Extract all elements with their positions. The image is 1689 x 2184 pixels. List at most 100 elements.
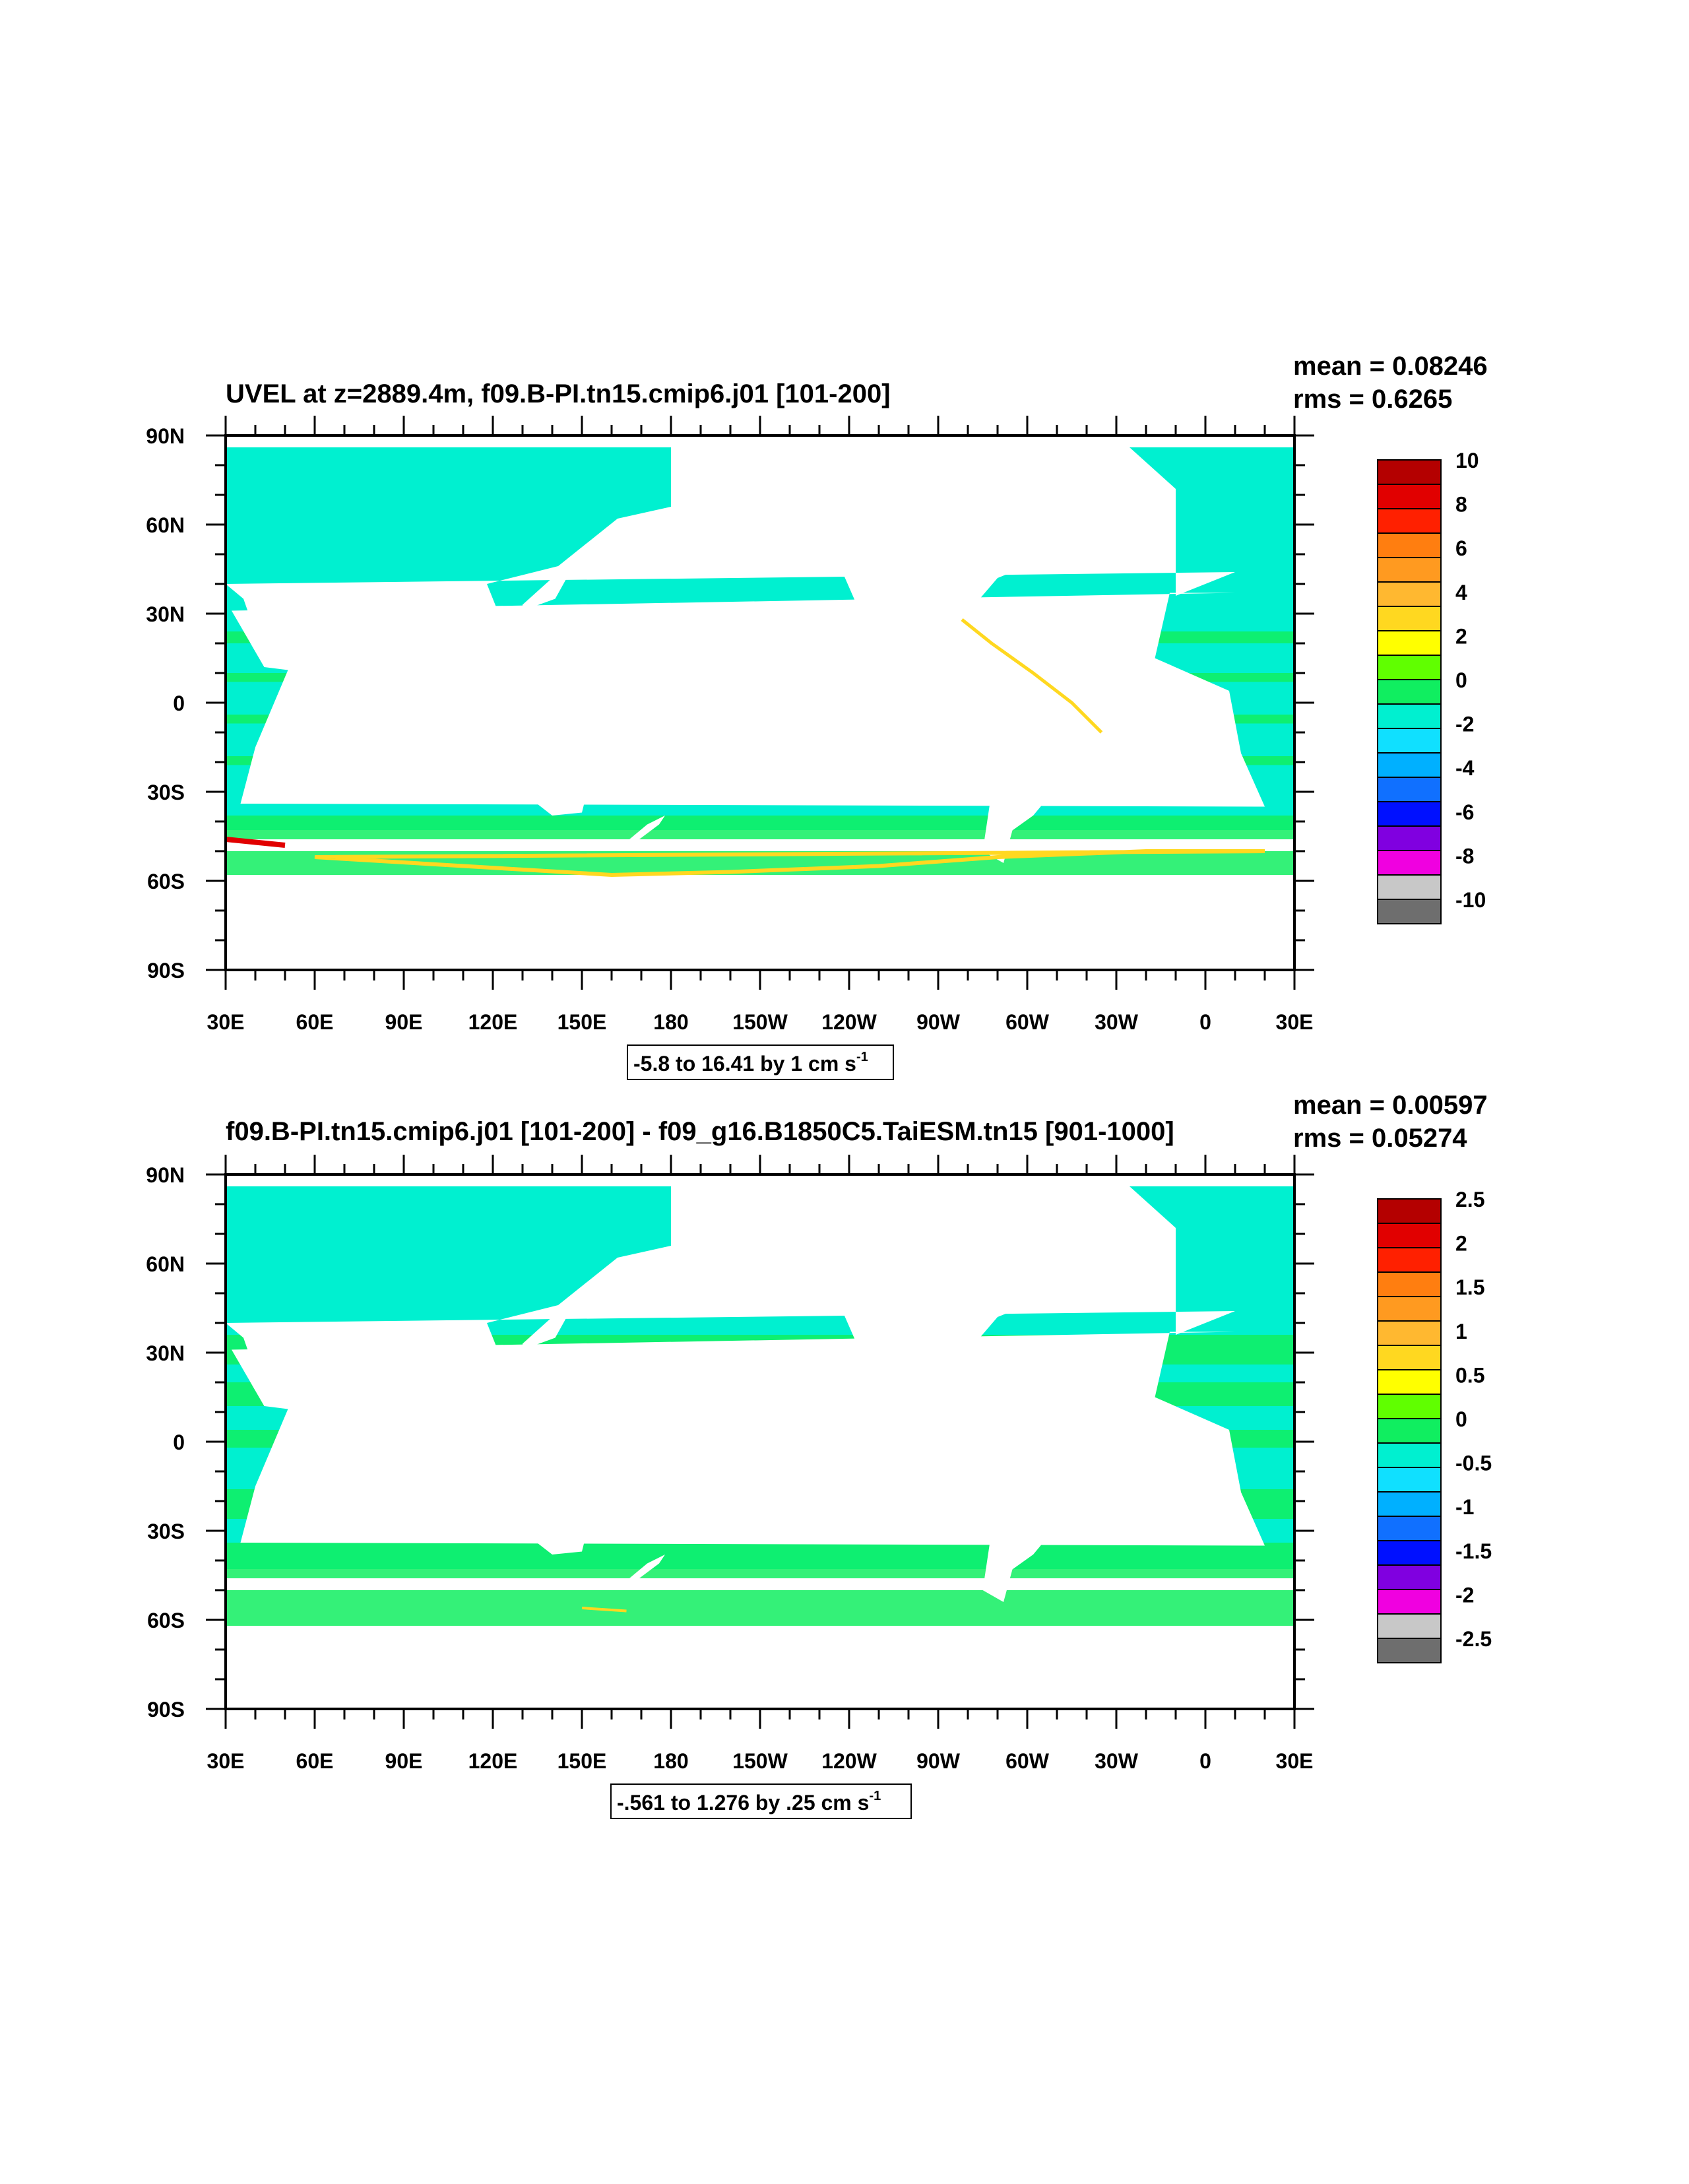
lat-label: 90S (147, 1698, 185, 1721)
land-mask (226, 1174, 1265, 1709)
landmass (965, 667, 1102, 863)
contour-info: -.561 to 1.276 by .25 cm s-1 (617, 1789, 881, 1815)
colorbar-swatch (1377, 874, 1442, 900)
lon-label: 30E (1276, 1749, 1314, 1773)
lon-label: 0 (1199, 1010, 1211, 1034)
panel-uvel: UVEL at z=2889.4m, f09.B-PI.tn15.cmip6.j… (146, 352, 1488, 1080)
colorbar-swatch (1377, 1345, 1442, 1370)
deep-western-boundary-current (961, 618, 1103, 734)
colorbar-swatch (1377, 459, 1442, 485)
latitude-labels: 90N 60N 30N 0 30S 60S 90S (146, 424, 185, 982)
lon-label: 30W (1095, 1749, 1139, 1773)
colorbar-swatch (1377, 1564, 1442, 1590)
lat-label: 0 (173, 691, 185, 715)
longitude-labels: 30E 60E 90E 120E 150E 180 150W 120W 90W 60W 30W 0 30… (207, 1749, 1314, 1773)
lon-label: 30E (207, 1010, 245, 1034)
colorbar-swatch (1377, 1271, 1442, 1297)
lon-label: 30E (1276, 1010, 1314, 1034)
colorbar-swatch (1377, 655, 1442, 680)
lat-label: 30S (147, 781, 185, 804)
landmass (523, 1311, 570, 1350)
colorbar-swatch (1377, 899, 1442, 924)
colorbar-label: -2 (1455, 1583, 1474, 1607)
colorbar-label: 1.5 (1455, 1275, 1484, 1299)
lon-label: 60E (296, 1749, 334, 1773)
flow-band (226, 1590, 1294, 1626)
rms-stat: rms = 0.6265 (1293, 385, 1452, 414)
lat-label: 60S (147, 1609, 185, 1632)
flow-band (226, 1543, 1294, 1578)
landmass (707, 453, 1146, 679)
mean-stat: mean = 0.00597 (1293, 1091, 1488, 1120)
landmass (965, 1406, 1102, 1602)
colorbar-swatch (1377, 801, 1442, 827)
lon-label: 90W (916, 1749, 961, 1773)
landmass (315, 893, 1205, 970)
colorbar-label: -2.5 (1455, 1627, 1492, 1651)
colorbar-swatch (1377, 532, 1442, 558)
lat-label: 30N (146, 602, 185, 626)
landmass (267, 747, 285, 777)
colorbar-label: 4 (1455, 581, 1467, 604)
landmass (472, 1471, 591, 1555)
colorbar-swatch (1377, 1247, 1442, 1273)
colorbar-swatch (1377, 1467, 1442, 1493)
longitude-labels: 30E 60E 90E 120E 150E 180 150W 120W 90W 60W 30W 0 30… (207, 1010, 1314, 1034)
colorbar-swatch (1377, 825, 1442, 851)
landmass (315, 1632, 1205, 1709)
colorbar-swatch (1377, 1516, 1442, 1541)
contour-info-box: -5.8 to 16.41 by 1 cm s-1 (627, 1044, 894, 1080)
colorbar-swatch (1377, 1613, 1442, 1639)
latitude-labels: 90N 60N 30N 0 30S 60S 90S (146, 1163, 185, 1721)
colorbar-swatch (1377, 606, 1442, 631)
lon-label: 120E (468, 1749, 518, 1773)
lon-label: 150E (558, 1749, 607, 1773)
flow-band (226, 816, 1294, 839)
lon-label: 120W (821, 1749, 877, 1773)
colorbar-swatch (1377, 752, 1442, 778)
lon-label: 120E (468, 1010, 518, 1034)
acc-jet (581, 1607, 627, 1613)
colorbar-swatch (1377, 703, 1442, 729)
colorbar-label: 6 (1455, 536, 1467, 560)
lat-label: 30N (146, 1341, 185, 1365)
colorbar-swatch (1377, 630, 1442, 656)
colorbar-swatch (1377, 1320, 1442, 1346)
lon-label: 90W (916, 1010, 961, 1034)
colorbar-swatch (1377, 1198, 1442, 1224)
panel-title: f09.B-PI.tn15.cmip6.j01 [101-200] - f09_… (226, 1117, 1174, 1146)
colorbar-swatch (1377, 484, 1442, 509)
colorbar-swatch (1377, 850, 1442, 876)
colorbar-swatch (1377, 1638, 1442, 1663)
colorbar-label: 8 (1455, 493, 1467, 517)
colorbar-label: 2.5 (1455, 1188, 1484, 1211)
colorbar-swatch (1377, 777, 1442, 802)
axis-ticks (206, 1155, 1314, 1729)
lat-label: 60S (147, 870, 185, 893)
colorbar-swatch (1377, 1223, 1442, 1248)
colorbar-swatch (1377, 1369, 1442, 1395)
lon-label: 180 (653, 1749, 688, 1773)
strong-current-features (581, 1607, 627, 1613)
colorbar-label: 10 (1455, 449, 1479, 472)
land-mask (226, 435, 1265, 970)
panel-difference: f09.B-PI.tn15.cmip6.j01 [101-200] - f09_… (146, 1091, 1492, 1819)
colorbar-swatch (1377, 508, 1442, 534)
colorbar-label: -1.5 (1455, 1539, 1492, 1563)
lon-label: 120W (821, 1010, 877, 1034)
colorbar (1377, 1198, 1442, 1663)
landmass (226, 435, 1235, 700)
colorbar-label: 0.5 (1455, 1363, 1484, 1387)
acc-jet (314, 849, 1265, 878)
landmass (418, 682, 582, 730)
colorbar-swatch (1377, 679, 1442, 705)
colorbar-swatch (1377, 1491, 1442, 1517)
colorbar-label: -1 (1455, 1495, 1474, 1519)
lon-label: 60W (1005, 1010, 1050, 1034)
lon-label: 180 (653, 1010, 688, 1034)
colorbar-swatch (1377, 1418, 1442, 1444)
lat-label: 30S (147, 1520, 185, 1543)
lat-label: 90S (147, 959, 185, 982)
colorbar-label: 2 (1455, 624, 1467, 648)
